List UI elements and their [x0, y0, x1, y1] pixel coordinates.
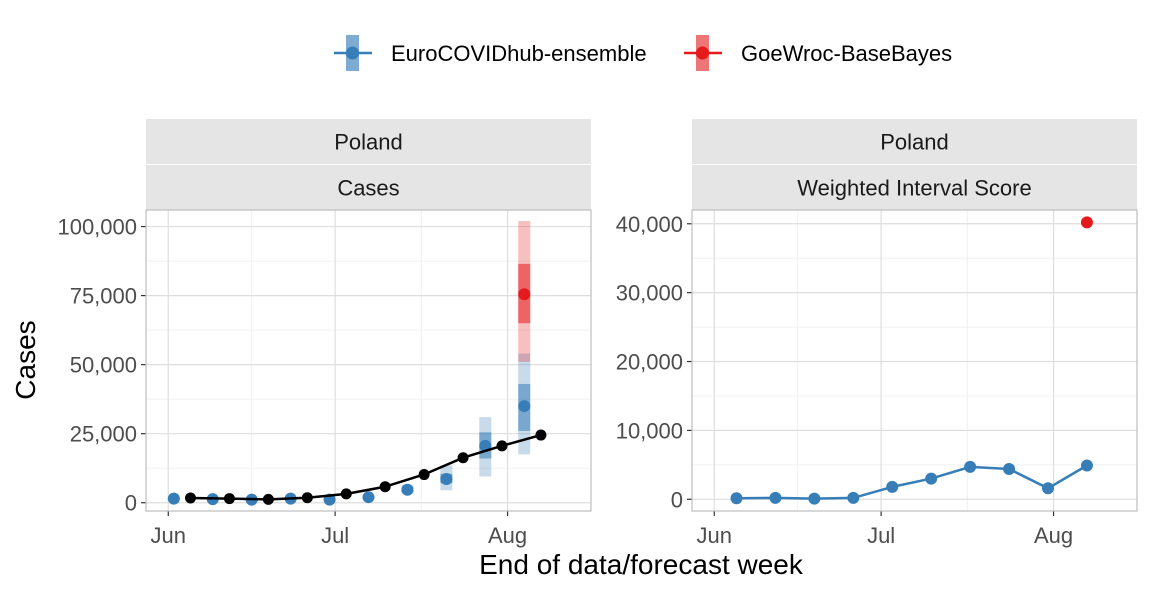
- score-point-eurocovidhub-ensemble: [886, 480, 899, 493]
- observed-point: [457, 452, 469, 464]
- panel-cases-strip-top-label: Poland: [334, 130, 403, 155]
- forecast-median-point-eurocovidhub-ensemble: [518, 400, 531, 413]
- observed-point: [223, 493, 235, 505]
- observed-point: [262, 493, 274, 505]
- y-tick-label: 20,000: [616, 350, 683, 375]
- panel-wis-strip-bottom: [692, 165, 1137, 210]
- forecast-median-point-eurocovidhub-ensemble: [362, 491, 375, 504]
- panel-cases-strip-bottom: [146, 165, 591, 210]
- score-point-eurocovidhub-ensemble: [1003, 462, 1016, 475]
- score-point-eurocovidhub-ensemble: [925, 472, 938, 485]
- y-tick-label: 75,000: [70, 284, 137, 309]
- x-axis-title: End of data/forecast week: [479, 549, 804, 580]
- forecast-median-point-eurocovidhub-ensemble: [167, 492, 180, 505]
- score-point-eurocovidhub-ensemble: [1080, 459, 1093, 472]
- x-tick-label: Aug: [1034, 523, 1073, 548]
- panel-cases-plot: 0 25,000 50,000 75,000 100,000 Jun Jul Aug: [57, 209, 592, 548]
- legend-key-point-ensemble: [346, 46, 359, 60]
- legend-label-basebayes: GoeWroc-BaseBayes: [741, 41, 952, 66]
- legend-item-ensemble: EuroCOVIDhub-ensemble: [334, 35, 647, 71]
- y-tick-label: 0: [671, 487, 683, 512]
- panel-cases-strips: Poland Cases: [146, 119, 591, 210]
- score-point-goewroc-basebayes: [1080, 216, 1093, 229]
- y-tick-label: 30,000: [616, 281, 683, 306]
- x-tick-label: Jun: [697, 523, 732, 548]
- panel-cases-strip-top: [146, 119, 591, 164]
- y-tick-label: 50,000: [70, 353, 137, 378]
- panel-wis-strips: Poland Weighted Interval Score: [692, 119, 1137, 210]
- legend-key-point-basebayes: [696, 46, 709, 60]
- score-line-eurocovidhub-ensemble: [736, 464, 1088, 500]
- score-point-eurocovidhub-ensemble: [769, 491, 782, 504]
- x-tick-label: Jun: [151, 523, 186, 548]
- observed-point: [418, 469, 430, 481]
- panel-cases-background: [146, 210, 591, 511]
- panel-wis-strip-top-label: Poland: [880, 130, 949, 155]
- forecast-median-point-eurocovidhub-ensemble: [401, 483, 414, 496]
- panel-wis-background: [692, 210, 1137, 511]
- observed-point: [301, 492, 313, 504]
- x-tick-label: Aug: [488, 523, 527, 548]
- score-point-eurocovidhub-ensemble: [808, 492, 821, 505]
- panel-cases-border: [145, 209, 592, 512]
- x-tick-label: Jul: [867, 523, 895, 548]
- y-tick-label: 40,000: [616, 212, 683, 237]
- y-axis-title: Cases: [10, 320, 41, 399]
- x-tick-label: Jul: [321, 523, 349, 548]
- y-tick-label: 10,000: [616, 418, 683, 443]
- y-tick-label: 100,000: [57, 215, 137, 240]
- panel-cases-strip-bottom-label: Cases: [337, 176, 399, 201]
- panel-wis-border: [691, 209, 1138, 512]
- legend-label-ensemble: EuroCOVIDhub-ensemble: [391, 41, 647, 66]
- y-tick-label: 25,000: [70, 422, 137, 447]
- observed-point: [535, 429, 547, 441]
- forecast-median-point-eurocovidhub-ensemble: [440, 472, 453, 485]
- observed-line: [190, 433, 542, 501]
- score-point-eurocovidhub-ensemble: [730, 492, 743, 505]
- observed-point: [379, 481, 391, 493]
- panel-wis-strip-top: [692, 119, 1137, 164]
- panel-wis-strip-bottom-label: Weighted Interval Score: [797, 176, 1031, 201]
- observed-point: [340, 488, 352, 500]
- observed-point: [496, 440, 508, 452]
- observed-point: [185, 492, 196, 504]
- legend-item-basebayes: GoeWroc-BaseBayes: [684, 35, 952, 71]
- panel-wis-plot: 0 10,000 20,000 30,000 40,000 Jun Jul Aug: [616, 209, 1138, 548]
- score-point-eurocovidhub-ensemble: [964, 460, 977, 473]
- legend: EuroCOVIDhub-ensemble GoeWroc-BaseBayes: [334, 35, 952, 71]
- forecast-median-point-goewroc-basebayes: [518, 288, 531, 301]
- y-tick-label: 0: [125, 491, 137, 516]
- score-point-eurocovidhub-ensemble: [847, 491, 860, 504]
- score-point-eurocovidhub-ensemble: [1042, 482, 1054, 495]
